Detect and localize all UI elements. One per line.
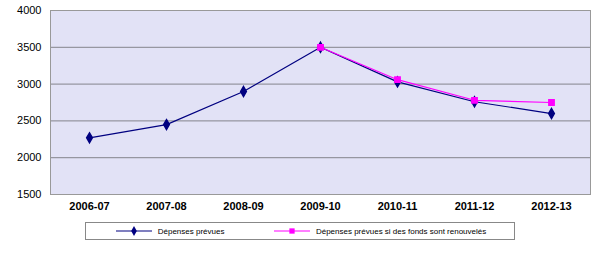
svg-text:2000: 2000 [17,151,41,163]
svg-text:3500: 3500 [17,41,41,53]
html-text:Dépenses prévues si des fonds: Dépenses prévues si des fonds sont renou… [315,226,487,236]
svg-text:2007-08: 2007-08 [146,200,186,212]
html-text:Dépenses prévues: Dépenses prévues [157,226,225,236]
svg-text:2010-11: 2010-11 [378,200,418,212]
svg-text:2006-07: 2006-07 [69,200,109,212]
svg-text:2009-10: 2009-10 [300,200,340,212]
svg-text:3000: 3000 [17,78,41,90]
svg-text:1500: 1500 [17,188,41,200]
svg-text:2008-09: 2008-09 [223,200,263,212]
svg-text:4000: 4000 [17,4,41,16]
svg-text:2012-13: 2012-13 [531,200,571,212]
svg-text:2500: 2500 [17,114,41,126]
svg-text:2011-12: 2011-12 [455,200,495,212]
